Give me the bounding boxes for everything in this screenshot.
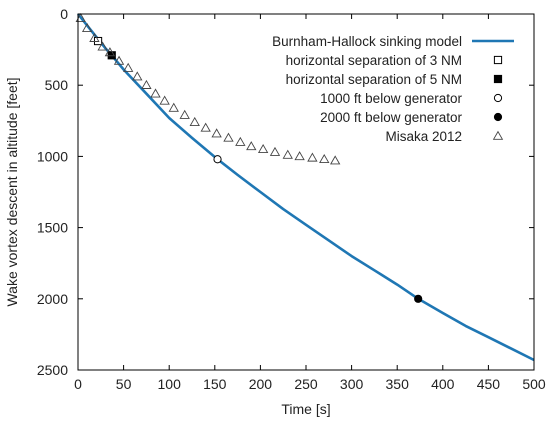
data-point-misaka-2012 <box>75 12 86 23</box>
x-tick-label: 200 <box>249 376 273 392</box>
legend-swatch-1000-ft-below-generator <box>493 93 503 103</box>
data-point-misaka-2012 <box>294 151 305 161</box>
x-tick-label: 400 <box>431 376 455 392</box>
legend-label-horizontal-separation-of-5-nm: horizontal separation of 5 NM <box>286 72 462 87</box>
y-tick-label: 0 <box>60 6 68 22</box>
y-tick-label: 2500 <box>37 362 68 378</box>
x-tick-label: 300 <box>340 376 364 392</box>
data-point-misaka-2012 <box>132 71 143 81</box>
y-tick-label: 2000 <box>37 291 68 307</box>
x-tick-label: 150 <box>203 376 227 392</box>
y-tick-label: 1500 <box>37 220 68 236</box>
data-point-misaka-2012 <box>269 146 281 156</box>
x-tick-label: 100 <box>158 376 182 392</box>
data-point-misaka-2012 <box>319 153 330 163</box>
legend-label-burnham-hallock-sinking-model: Burnham-Hallock sinking model <box>272 34 462 49</box>
legend-swatch-horizontal-separation-of-5-nm <box>493 74 503 84</box>
y-tick-label: 500 <box>45 77 69 93</box>
x-axis-label: Time [s] <box>281 401 330 417</box>
legend-swatch-horizontal-separation-of-3-nm <box>493 55 503 65</box>
data-point-misaka-2012 <box>246 141 257 151</box>
data-point-1000-ft-below-generator <box>213 155 222 164</box>
data-point-misaka-2012 <box>89 32 100 42</box>
data-point-misaka-2012 <box>257 143 269 154</box>
data-point-misaka-2012 <box>81 22 93 32</box>
legend-label-2000-ft-below-generator: 2000 ft below generator <box>320 110 462 125</box>
y-axis-label: Wake vortex descent in altitude [feet] <box>4 77 20 306</box>
x-tick-label: 450 <box>477 376 501 392</box>
plot-marks <box>75 12 535 362</box>
data-point-misaka-2012 <box>141 79 152 89</box>
legend-swatch-misaka-2012 <box>492 130 504 140</box>
data-point-misaka-2012 <box>150 88 161 98</box>
tick-labels: 0 50 100 150 200 250 300 350 400 450 500 0 500 1000 15… <box>37 6 546 392</box>
data-point-2000-ft-below-generator <box>414 294 423 303</box>
data-point-misaka-2012 <box>235 136 246 146</box>
data-point-misaka-2012 <box>113 55 125 65</box>
axes-frame <box>77 13 535 371</box>
x-tick-label: 350 <box>386 376 410 392</box>
x-tick-label: 500 <box>522 376 546 392</box>
legend: Burnham-Hallock sinking model horizontal … <box>272 34 514 144</box>
data-point-misaka-2012 <box>211 128 222 138</box>
data-point-misaka-2012 <box>307 152 318 162</box>
x-tick-label: 50 <box>116 376 132 392</box>
data-point-misaka-2012 <box>97 41 108 51</box>
data-point-misaka-2012 <box>223 132 234 142</box>
x-tick-label: 250 <box>294 376 318 392</box>
data-point-misaka-2012 <box>179 109 190 119</box>
x-tick-label: 0 <box>74 376 82 392</box>
data-point-misaka-2012 <box>168 102 179 112</box>
data-point-misaka-2012 <box>104 47 116 57</box>
legend-label-misaka-2012: Misaka 2012 <box>385 129 462 144</box>
data-point-misaka-2012 <box>330 155 341 165</box>
data-point-misaka-2012 <box>282 149 293 159</box>
data-point-misaka-2012 <box>200 122 211 132</box>
legend-swatch-2000-ft-below-generator <box>493 112 503 122</box>
data-point-misaka-2012 <box>122 62 134 72</box>
legend-label-horizontal-separation-of-3-nm: horizontal separation of 3 NM <box>286 53 462 68</box>
data-point-misaka-2012 <box>159 95 170 105</box>
y-tick-label: 1000 <box>37 148 68 164</box>
legend-label-1000-ft-below-generator: 1000 ft below generator <box>320 91 462 106</box>
data-point-misaka-2012 <box>189 116 200 126</box>
